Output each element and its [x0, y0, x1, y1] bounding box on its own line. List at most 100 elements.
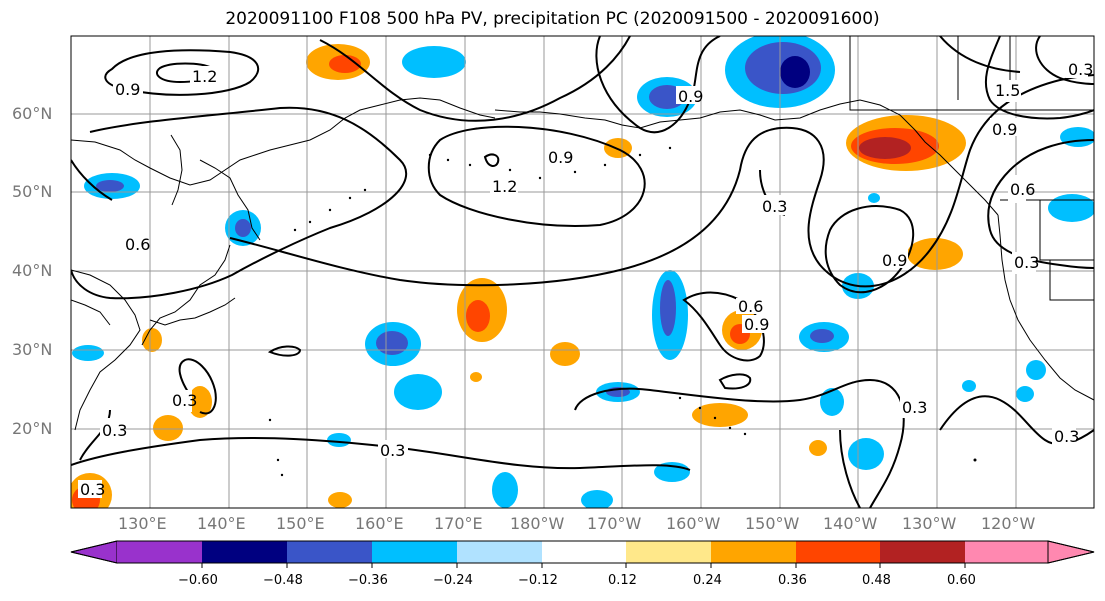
- colorbar-bin: [372, 541, 457, 563]
- precip-positive: [470, 372, 482, 382]
- lon-label: 160°E: [355, 514, 404, 533]
- contour-label: 0.3: [762, 197, 787, 216]
- colorbar-tick-label: 0.36: [778, 573, 807, 588]
- lon-label: 170°W: [587, 514, 642, 533]
- colorbar-tick-label: 0.60: [947, 573, 976, 588]
- contour-label: 0.3: [102, 421, 127, 440]
- colorbar-bin: [457, 541, 542, 563]
- contour-label: 1.2: [492, 177, 517, 196]
- colorbar-tick-label: −0.12: [518, 573, 558, 588]
- precip-positive: [153, 415, 183, 441]
- precip-negative: [376, 331, 408, 355]
- contour-label: 0.6: [1010, 180, 1035, 199]
- colorbar-tick-label: −0.36: [348, 573, 388, 588]
- contour-label: 0.9: [992, 120, 1017, 139]
- precip-negative: [96, 180, 124, 192]
- colorbar-bin: [202, 541, 287, 563]
- precip-positive: [188, 386, 212, 418]
- contour-label: 1.2: [192, 67, 217, 86]
- contour-label: 0.3: [172, 391, 197, 410]
- precip-negative: [868, 193, 880, 203]
- colorbar-bin: [117, 541, 202, 563]
- colorbar-bin: [965, 541, 1048, 563]
- precip-negative: [1060, 127, 1094, 147]
- precip-negative: [235, 219, 251, 237]
- lon-label: 130°E: [118, 514, 167, 533]
- colorbar-bin: [542, 541, 626, 563]
- lon-label: 150°E: [276, 514, 325, 533]
- contour-label: 0.3: [80, 480, 105, 499]
- colorbar-bin: [711, 541, 796, 563]
- map-content: 0.9 1.2 0.9 1.2 0.9 0.3 0.6 0.9 0.9 1.5 …: [71, 36, 1094, 508]
- lat-label: 40°N: [12, 261, 53, 280]
- precip-positive: [907, 238, 963, 270]
- precip-positive: [328, 492, 352, 508]
- precip-negative: [1016, 386, 1034, 402]
- colorbar-extend-low: [70, 540, 118, 564]
- precip-negative: [660, 280, 676, 336]
- lat-label: 60°N: [12, 104, 53, 123]
- lon-label: 120°W: [981, 514, 1036, 533]
- lat-label: 30°N: [12, 340, 53, 359]
- colorbar-extend-high: [1047, 540, 1095, 564]
- precip-positive: [809, 440, 827, 456]
- lon-label: 170°E: [434, 514, 483, 533]
- precip-negative: [848, 438, 884, 470]
- contour-label: 0.9: [678, 87, 703, 106]
- precip-negative: [327, 433, 351, 447]
- precip-positive: [692, 403, 748, 427]
- colorbar-tick-label: 0.24: [693, 573, 722, 588]
- contour-label: 0.6: [738, 297, 763, 316]
- colorbar-tick-label: 0.48: [862, 573, 891, 588]
- graticule: [71, 36, 1094, 508]
- contour-label: 0.3: [1054, 427, 1079, 446]
- map-frame: [70, 35, 1095, 509]
- islands: [268, 146, 977, 477]
- lon-label: 180°W: [510, 514, 565, 533]
- precip-positive: [550, 342, 580, 366]
- map-title: 2020091100 F108 500 hPa PV, precipitatio…: [225, 9, 880, 29]
- colorbar-tick-label: −0.60: [178, 573, 218, 588]
- precip-negative: [820, 388, 844, 416]
- precip-positive: [859, 137, 911, 159]
- contour-labels: 0.9 1.2 0.9 1.2 0.9 0.3 0.6 0.9 0.9 1.5 …: [78, 60, 1093, 499]
- precip-positive: [466, 300, 490, 332]
- precip-negative: [581, 490, 613, 508]
- precip-negative: [962, 380, 976, 392]
- contour-label: 0.3: [380, 441, 405, 460]
- contour-label: 0.3: [1068, 60, 1093, 79]
- precip-positive: [142, 328, 162, 352]
- lon-label: 150°W: [745, 514, 800, 533]
- pv-contours: [71, 36, 1094, 508]
- contour-label: 0.9: [115, 80, 140, 99]
- lon-label: 140°W: [823, 514, 878, 533]
- contour-label: 1.5: [995, 81, 1020, 100]
- coastlines: [71, 36, 1094, 431]
- contour-label: 0.9: [548, 148, 573, 167]
- lat-label: 20°N: [12, 419, 53, 438]
- precip-negative: [1048, 194, 1094, 222]
- colorbar: [70, 540, 1095, 568]
- colorbar-bin: [626, 541, 711, 563]
- precip-negative: [780, 56, 810, 88]
- precip-negative: [402, 46, 466, 78]
- precip-negative: [1026, 360, 1046, 380]
- contour-label: 0.3: [1014, 253, 1039, 272]
- colorbar-tick-label: −0.24: [433, 573, 473, 588]
- contour-label: 0.3: [902, 398, 927, 417]
- precip-shading: [71, 36, 1094, 508]
- contour-label: 0.6: [125, 235, 150, 254]
- lon-label: 160°W: [666, 514, 721, 533]
- lat-label: 50°N: [12, 182, 53, 201]
- contour-label: 0.9: [744, 315, 769, 334]
- lon-label: 140°E: [197, 514, 246, 533]
- precip-negative: [810, 329, 834, 343]
- colorbar-bin: [880, 541, 965, 563]
- colorbar-tick-label: −0.48: [263, 573, 303, 588]
- lon-label: 130°W: [902, 514, 957, 533]
- precip-negative: [394, 374, 442, 410]
- colorbar-tick-label: 0.12: [608, 573, 637, 588]
- precip-positive: [329, 55, 361, 73]
- precip-negative: [492, 472, 518, 508]
